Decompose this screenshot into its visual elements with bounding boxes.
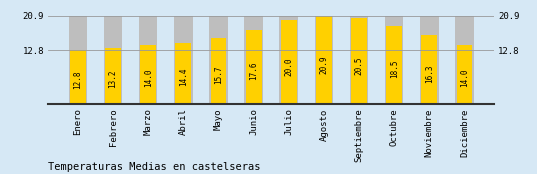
Bar <box>211 38 227 104</box>
Bar <box>455 16 474 104</box>
Bar <box>456 45 473 104</box>
Text: Temperaturas Medias en castelseras: Temperaturas Medias en castelseras <box>48 162 261 172</box>
Text: 14.0: 14.0 <box>460 68 469 87</box>
Bar <box>279 16 298 104</box>
Bar <box>386 26 402 104</box>
Text: 20.0: 20.0 <box>284 57 293 76</box>
Bar <box>315 16 333 104</box>
Bar <box>176 43 191 104</box>
Bar <box>244 16 263 104</box>
Text: 20.9: 20.9 <box>320 55 329 74</box>
Bar <box>104 16 122 104</box>
Bar <box>351 18 367 104</box>
Bar <box>422 35 437 104</box>
Text: 16.3: 16.3 <box>425 64 434 82</box>
Text: 13.2: 13.2 <box>108 70 118 88</box>
Bar <box>281 20 296 104</box>
Text: 14.4: 14.4 <box>179 68 188 86</box>
Text: 12.8: 12.8 <box>74 71 82 89</box>
Bar <box>140 45 156 104</box>
Text: 18.5: 18.5 <box>390 60 398 78</box>
Bar <box>70 50 86 104</box>
Bar <box>316 16 332 104</box>
Bar <box>69 16 87 104</box>
Bar <box>105 48 121 104</box>
Text: 17.6: 17.6 <box>249 62 258 80</box>
Bar <box>385 16 403 104</box>
Bar <box>246 30 262 104</box>
Bar <box>174 16 193 104</box>
Text: 20.5: 20.5 <box>354 56 364 74</box>
Bar <box>350 16 368 104</box>
Bar <box>209 16 228 104</box>
Text: 15.7: 15.7 <box>214 65 223 84</box>
Bar <box>139 16 157 104</box>
Bar <box>420 16 439 104</box>
Text: 14.0: 14.0 <box>144 68 153 87</box>
